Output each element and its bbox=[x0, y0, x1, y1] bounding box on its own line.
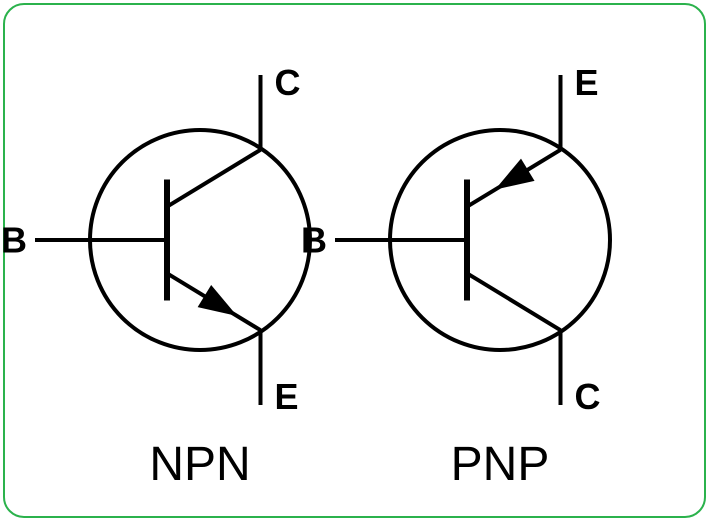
top-terminal-label: E bbox=[575, 62, 599, 103]
transistor-name: NPN bbox=[149, 438, 250, 491]
diagram-svg: B C E NPN B E C PNP bbox=[0, 0, 709, 521]
base-label: B bbox=[1, 220, 27, 261]
transistor-symbols-diagram: B C E NPN B E C PNP bbox=[0, 0, 709, 521]
diagram-border bbox=[4, 4, 705, 517]
base-label: B bbox=[301, 220, 327, 261]
top-terminal-label: C bbox=[275, 62, 301, 103]
bottom-terminal-label: C bbox=[575, 376, 601, 417]
bottom-terminal-label: E bbox=[275, 376, 299, 417]
transistor-name: PNP bbox=[451, 438, 550, 491]
